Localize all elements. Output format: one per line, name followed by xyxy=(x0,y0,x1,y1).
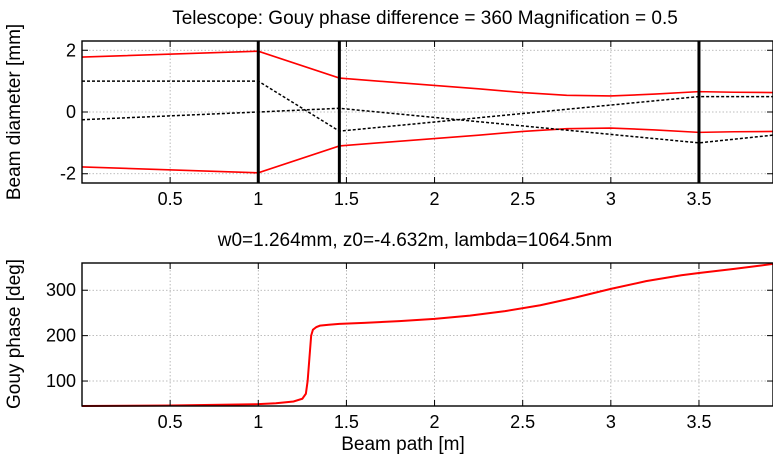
y-tick-label: 2 xyxy=(66,40,76,60)
chart-title: w0=1.264mm, z0=-4.632m, lambda=1064.5nm xyxy=(217,230,612,251)
x-tick-label: 0.5 xyxy=(158,412,183,432)
x-tick-label: 2 xyxy=(430,189,440,209)
x-tick-label: 1.5 xyxy=(334,412,359,432)
gridlines xyxy=(82,41,773,183)
y-tick-label: -2 xyxy=(60,164,76,184)
x-tick-label: 1 xyxy=(253,412,263,432)
gouy-phase-chart: w0=1.264mm, z0=-4.632m, lambda=1064.5nm … xyxy=(4,230,773,455)
series-line xyxy=(82,80,773,132)
y-axis-label: Beam diameter [mm] xyxy=(4,24,25,200)
x-tick-label: 0.5 xyxy=(158,189,183,209)
tick-marks: 0.5 1 1.5 2 2.5 3 3.5 100 200 300 xyxy=(46,263,773,432)
y-tick-label: 0 xyxy=(66,102,76,122)
y-tick-label: 200 xyxy=(46,326,76,346)
series-line xyxy=(81,262,773,407)
plot-frame xyxy=(81,262,773,407)
series-line xyxy=(81,50,773,97)
y-tick-label: 300 xyxy=(46,280,76,300)
series-line xyxy=(81,127,773,174)
series-group xyxy=(81,50,773,174)
x-tick-label: 2.5 xyxy=(510,412,535,432)
chart-title: Telescope: Gouy phase difference = 360 M… xyxy=(172,8,678,29)
y-axis-label: Gouy phase [deg] xyxy=(4,259,25,409)
lens-markers xyxy=(256,41,701,183)
x-tick-label: 3 xyxy=(606,189,616,209)
x-tick-label: 2.5 xyxy=(510,189,535,209)
gridlines xyxy=(82,263,773,406)
x-tick-label: 3.5 xyxy=(686,189,711,209)
x-tick-label: 3.5 xyxy=(686,412,711,432)
x-axis-label: Beam path [m] xyxy=(341,434,465,455)
x-tick-label: 1.5 xyxy=(334,189,359,209)
beam-diameter-chart: Telescope: Gouy phase difference = 360 M… xyxy=(4,8,773,209)
x-tick-label: 2 xyxy=(430,412,440,432)
x-tick-label: 1 xyxy=(253,189,263,209)
y-tick-label: 100 xyxy=(46,371,76,391)
plot-frame xyxy=(81,40,773,184)
tick-marks: 0.5 1 1.5 2 2.5 3 3.5 -2 0 2 xyxy=(60,40,773,209)
x-tick-label: 3 xyxy=(606,412,616,432)
series-line xyxy=(81,107,773,144)
series-group xyxy=(81,262,773,407)
